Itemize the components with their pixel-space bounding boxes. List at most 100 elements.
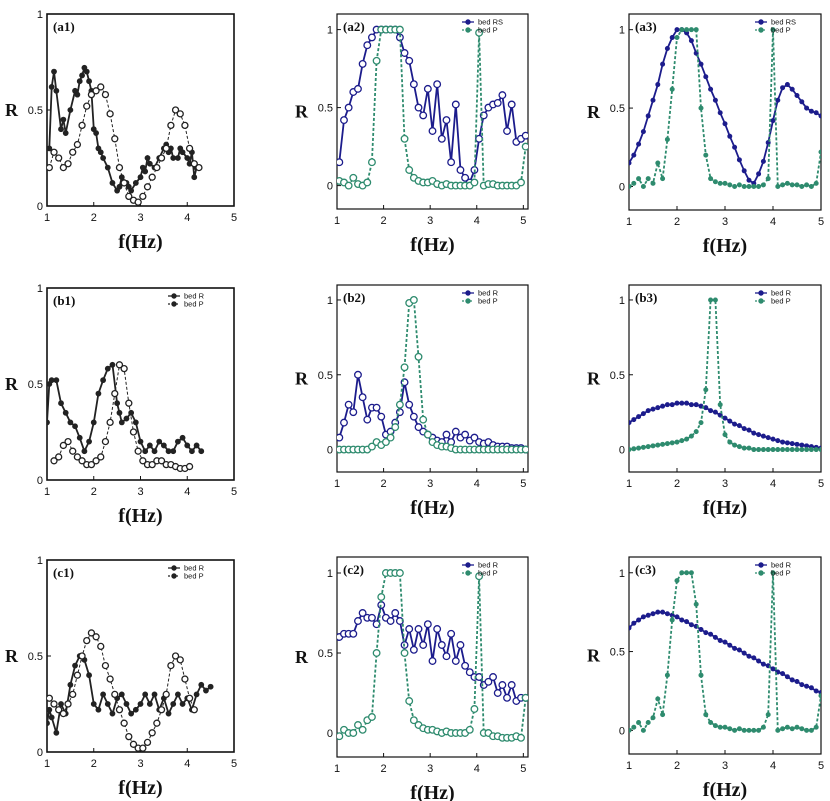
panel-a2-series-bed-p-point — [521, 142, 528, 151]
panel-a1-series-solid-point — [146, 160, 153, 167]
panel-b3-series-bed-p-point — [799, 447, 805, 453]
panel-b3-series-bed-p-point — [712, 297, 718, 303]
panel-c3-series-bed-p-point — [679, 570, 685, 576]
panel-c3-ytick-label: 0.5 — [610, 647, 625, 659]
panel-b1-xtick-label: 4 — [184, 486, 190, 498]
panel-a3-label: (a3) — [635, 19, 657, 34]
panel-a1-series-solid-point — [179, 149, 186, 156]
panel-a2-series-bed-rs-point — [354, 84, 362, 93]
panel-b3-series-bed-r-point — [727, 418, 733, 424]
panel-c3-series-bed-r-point — [794, 679, 800, 685]
panel-b3-series-bed-r-point — [631, 417, 637, 423]
panel-b2-xtick-label: 1 — [334, 478, 340, 490]
panel-c3-legend-bed-p-marker — [758, 570, 764, 576]
panel-b3-series-bed-p-point — [804, 447, 810, 453]
panel-c3-series-bed-r-point — [804, 683, 810, 689]
panel-b1-series-bed-p-point — [157, 457, 166, 465]
panel-c2-series-bed-p-point — [372, 649, 381, 657]
panel-c2-legend-bed-p-marker — [465, 570, 471, 576]
panel-a1-plot-area — [47, 64, 203, 206]
panel-c2-series-bed-r-point — [442, 652, 451, 661]
panel-c2-series-bed-r-point — [414, 625, 423, 633]
panel-b3-series-bed-r-point — [746, 427, 752, 433]
panel-c1-series-bed-r-point — [118, 691, 125, 698]
panel-c3-xtick-label: 1 — [626, 760, 632, 772]
panel-c2-series-bed-r-point — [484, 677, 493, 686]
panel-b3-series-bed-p-point — [708, 297, 714, 303]
panel-a1-series-dashed-point — [69, 148, 77, 156]
panel-b3-legend-bed-p-text: bed P — [771, 297, 791, 306]
panel-b2-series-bed-r-point — [354, 370, 362, 379]
panel-a1-series-dashed-point — [195, 163, 203, 172]
panel-a3-xlabel: f(Hz) — [703, 235, 747, 257]
panel-c1-plot-area — [47, 629, 214, 752]
panel-c3-series-bed-p-point — [818, 693, 821, 699]
panel-b3-series-bed-r-point — [760, 433, 766, 439]
panel-b3-series-bed-p-point — [789, 447, 795, 453]
panel-c2-series-bed-p-point — [409, 716, 418, 725]
panel-c3-series-bed-p-point — [684, 570, 690, 576]
panel-b2-xtick-label: 5 — [520, 478, 526, 490]
panel-c1-series-bed-r-point — [207, 683, 214, 690]
panel-b1-series-bed-r-point — [67, 419, 74, 426]
panel-c3-series-bed-r-point — [698, 626, 704, 632]
panel-b3-series-bed-p-point — [780, 447, 786, 453]
panel-c1-series-bed-r-point — [170, 701, 177, 707]
panel-b2-series-bed-r-point — [337, 433, 344, 442]
panel-b3-series-bed-p-point — [669, 440, 675, 446]
panel-c3-series-bed-r-point — [760, 661, 766, 667]
panel-c3-series-bed-p-point — [765, 712, 771, 718]
panel-b1-series-bed-r-point — [132, 419, 139, 426]
panel-a3-series-bed-p-point — [664, 136, 670, 142]
panel-a2-series-bed-p-point — [344, 181, 353, 190]
panel-b2-series-bed-p-point — [367, 442, 376, 451]
panel-c2-series-bed-p-point — [354, 721, 362, 729]
panel-b1-series-bed-r-point — [128, 409, 135, 416]
panel-c1-series-bed-p-point — [59, 709, 68, 718]
panel-a3-ytick-label: 1 — [619, 25, 625, 37]
panel-a1-series-dashed-point — [111, 135, 119, 143]
panel-b1-series-bed-r-point — [198, 448, 205, 455]
panel-a3-series-bed-p-point — [765, 176, 771, 182]
panel-a2-legend-bed-p-marker — [465, 27, 471, 33]
panel-a1-series-solid-point — [62, 130, 69, 136]
panel-a3-ytick-label: 0.5 — [610, 103, 625, 115]
panel-b3-series-bed-r-point — [736, 423, 742, 429]
panel-a2-series-bed-rs-point — [367, 33, 376, 42]
panel-b3-series-bed-p-point — [760, 447, 766, 453]
panel-a1-series-solid-point — [174, 155, 181, 161]
panel-b3-series-bed-p-point — [765, 447, 771, 453]
panel-c2-ytick-label: 0.5 — [318, 648, 333, 660]
panel-a1-series-solid-point — [100, 155, 106, 161]
panel-a3-series-bed-rs-point — [746, 177, 752, 183]
panel-c3-series-bed-r-point — [688, 622, 694, 628]
panel-c1-series-bed-r-point — [100, 691, 106, 698]
panel-a2-series-bed-p-point — [470, 178, 479, 187]
panel-a3-series-bed-rs-point — [736, 157, 742, 163]
panel-a1-series-dashed-point — [87, 90, 96, 99]
panel-a1-ytick-label: 0.5 — [28, 105, 43, 117]
panel-b2-legend-bed-r-marker — [465, 290, 471, 296]
panel-a3-series-bed-rs-point — [775, 97, 781, 103]
panel-b3-series-bed-p-point — [650, 443, 656, 449]
panel-a1-series-solid-point — [142, 168, 149, 175]
panel-b1-ytick-label: 0.5 — [28, 379, 43, 391]
panel-c3-series-bed-p-point — [645, 719, 651, 725]
panel-a1-series-solid-point — [74, 91, 81, 98]
panel-c3-series-bed-p-point — [794, 724, 800, 730]
panel-c2-series-bed-p-point — [521, 693, 528, 702]
panel-a1-xlabel: f(Hz) — [118, 231, 162, 253]
panel-c3-series-bed-p-point — [756, 727, 762, 733]
panel-c1-ytick-label: 0.5 — [28, 651, 43, 663]
panel-b3-series-bed-r-point — [708, 408, 714, 414]
panel-c1-series-bed-p-point — [50, 700, 58, 708]
panel-c3-series-bed-p-point — [693, 601, 699, 607]
panel-c3-series-bed-r-point — [664, 611, 670, 617]
panel-c1-series-bed-p-point — [148, 729, 156, 737]
panel-c1-xtick-label: 1 — [44, 758, 50, 770]
panel-c1-ytick-label: 1 — [37, 555, 43, 567]
panel-a2-xlabel: f(Hz) — [410, 234, 454, 256]
panel-c3-series-bed-p-point — [789, 726, 795, 732]
panel-a2-series-bed-rs-point — [405, 56, 414, 65]
